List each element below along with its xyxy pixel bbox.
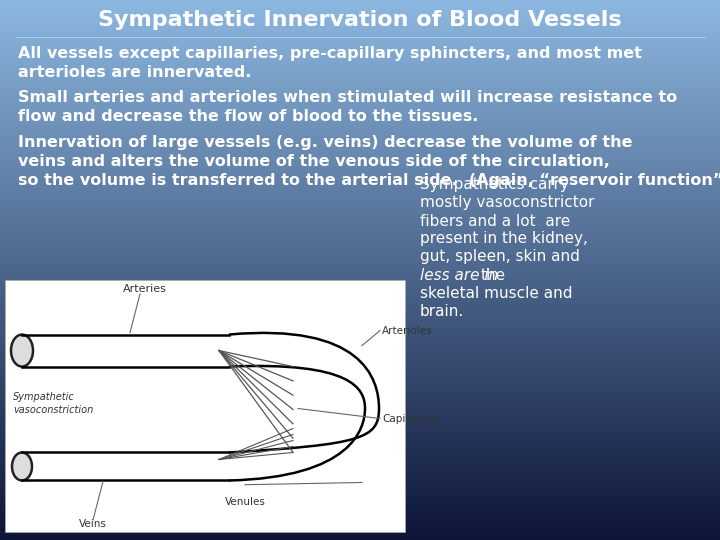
Text: the: the	[480, 267, 505, 282]
Ellipse shape	[12, 453, 32, 481]
Text: gut, spleen, skin and: gut, spleen, skin and	[420, 249, 580, 265]
Text: Venules: Venules	[225, 497, 266, 507]
Text: Veins: Veins	[79, 519, 107, 529]
Text: fibers and a lot  are: fibers and a lot are	[420, 213, 570, 228]
Text: present in the kidney,: present in the kidney,	[420, 232, 588, 246]
Text: All vessels except capillaries, pre-capillary sphincters, and most met
arteriole: All vessels except capillaries, pre-capi…	[18, 46, 642, 80]
Text: Arterioles: Arterioles	[382, 326, 433, 335]
Text: skeletal muscle and: skeletal muscle and	[420, 286, 572, 300]
Text: brain.: brain.	[420, 303, 464, 319]
Text: Innervation of large vessels (e.g. veins) decrease the volume of the
veins and a: Innervation of large vessels (e.g. veins…	[18, 135, 720, 188]
Text: Small arteries and arterioles when stimulated will increase resistance to
flow a: Small arteries and arterioles when stimu…	[18, 90, 678, 124]
Bar	[22, 453, 229, 481]
Text: Arteries: Arteries	[123, 284, 167, 294]
Bar	[5, 280, 405, 532]
Text: mostly vasoconstrictor: mostly vasoconstrictor	[420, 195, 595, 211]
Text: less are in: less are in	[420, 267, 498, 282]
Text: Capillaries: Capillaries	[382, 414, 437, 423]
Text: Sympathetics carry: Sympathetics carry	[420, 178, 569, 192]
Bar	[22, 335, 229, 367]
Ellipse shape	[11, 335, 33, 367]
Text: Sympathetic
vasoconstriction: Sympathetic vasoconstriction	[13, 393, 94, 415]
Text: Sympathetic Innervation of Blood Vessels: Sympathetic Innervation of Blood Vessels	[98, 10, 622, 30]
